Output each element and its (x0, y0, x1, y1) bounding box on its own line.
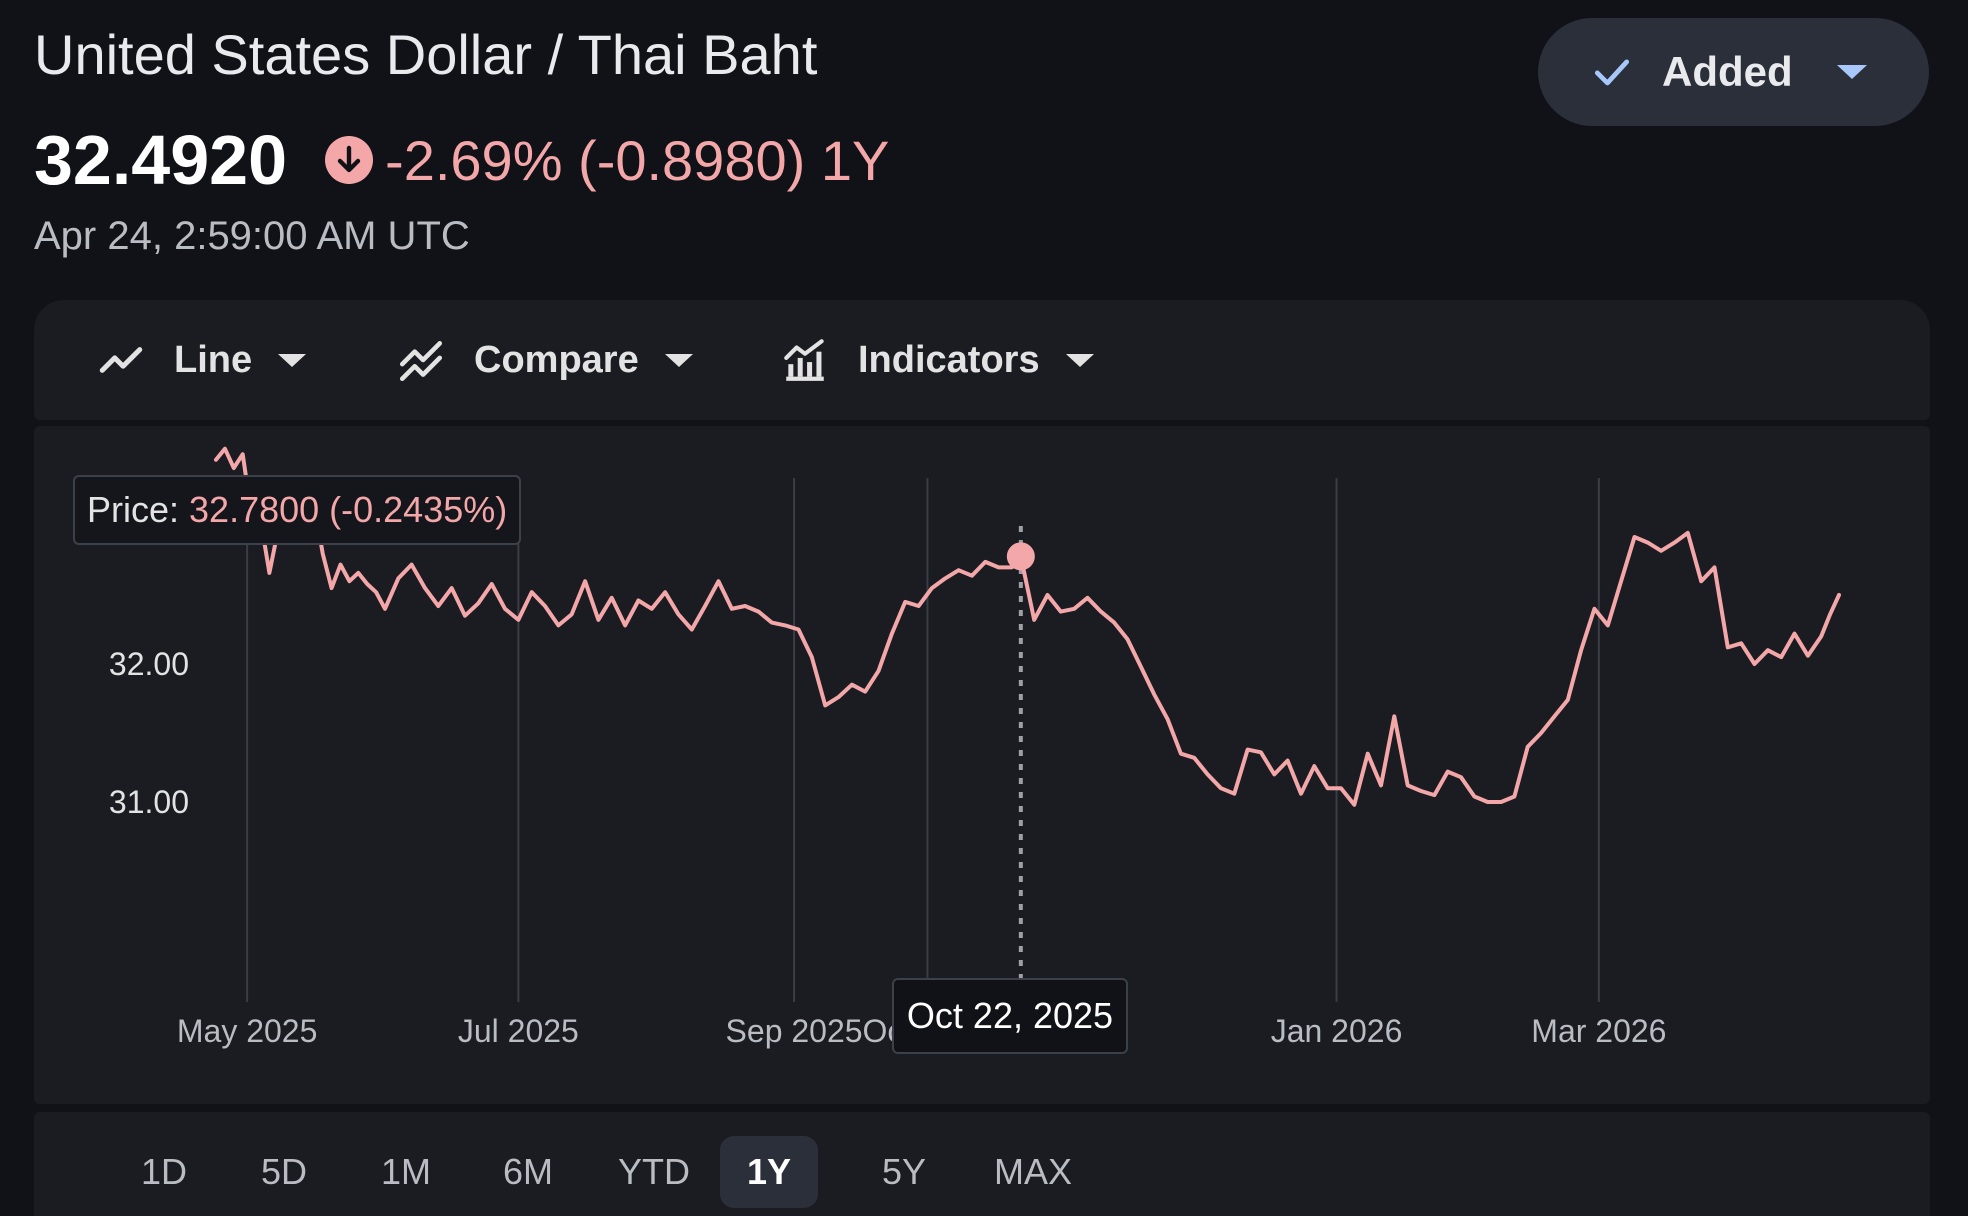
x-tick-label: Mar 2026 (1531, 1013, 1666, 1049)
watchlist-added-button[interactable]: Added (1538, 18, 1929, 126)
chart-type-dropdown[interactable]: Line (96, 300, 307, 420)
price-tooltip: Price: 32.7800 (-0.2435%) (73, 475, 522, 545)
indicators-dropdown[interactable]: Indicators (780, 300, 1094, 420)
price-tooltip-value: 32.7800 (-0.2435%) (189, 489, 508, 530)
x-tick-label: Sep 2025 (726, 1013, 863, 1049)
x-tick-label: May 2025 (177, 1013, 318, 1049)
compare-icon (399, 341, 443, 382)
range-button-max[interactable]: MAX (993, 1151, 1072, 1192)
range-button-5d[interactable]: 5D (260, 1151, 308, 1192)
hover-point[interactable] (1006, 542, 1035, 571)
x-tick-label: Jan 2026 (1271, 1013, 1403, 1049)
range-button-6m[interactable]: 6M (502, 1151, 553, 1192)
page-title: United States Dollar / Thai Baht (34, 23, 818, 86)
compare-dropdown[interactable]: Compare (396, 300, 693, 420)
compare-label: Compare (474, 338, 639, 381)
indicators-icon (784, 339, 824, 381)
chevron-down-icon (1065, 353, 1094, 367)
chart-toolbar: Line Compare Indicators (34, 300, 1930, 420)
range-button-1y[interactable]: 1Y (720, 1136, 818, 1208)
price-series-line (214, 446, 1841, 807)
price-change: -2.69% (-0.8980) 1Y (385, 128, 890, 192)
range-button-5y[interactable]: 5Y (881, 1151, 927, 1192)
time-range-bar: 1D 5D 1M 6M YTD 1Y 5Y MAX (34, 1112, 1930, 1216)
arrow-down-circle-icon (325, 136, 374, 184)
price-timestamp: Apr 24, 2:59:00 AM UTC (34, 214, 470, 258)
line-chart-icon (99, 347, 143, 373)
chevron-down-icon (1836, 65, 1867, 79)
x-tick-label: Jul 2025 (458, 1013, 579, 1049)
check-icon (1594, 59, 1630, 86)
range-button-ytd[interactable]: YTD (618, 1151, 690, 1192)
added-label: Added (1662, 48, 1793, 95)
current-price: 32.4920 (34, 121, 288, 199)
range-button-1d[interactable]: 1D (140, 1151, 188, 1192)
range-button-1m[interactable]: 1M (380, 1151, 431, 1192)
chevron-down-icon (664, 353, 693, 367)
indicators-label: Indicators (858, 338, 1040, 381)
price-tooltip-key: Price: (87, 489, 180, 530)
y-tick-label: 31.00 (109, 784, 189, 820)
date-tooltip: Oct 22, 2025 (892, 978, 1128, 1054)
y-tick-label: 32.00 (109, 646, 189, 682)
chart-type-label: Line (174, 338, 253, 381)
chevron-down-icon (278, 353, 307, 367)
price-row: 32.4920 -2.69% (-0.8980) 1Y (34, 120, 889, 200)
